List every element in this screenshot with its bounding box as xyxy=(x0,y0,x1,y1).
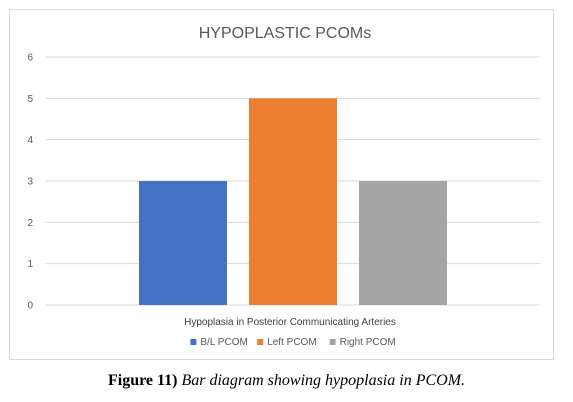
bar-b-l-pcom xyxy=(139,181,227,305)
bar-right-pcom xyxy=(359,181,447,305)
y-tick-label: 3 xyxy=(27,177,33,188)
y-axis-ticks: 0 1 2 3 4 5 6 xyxy=(27,53,33,312)
x-axis-category-label: Hypoplasia in Posterior Communicating Ar… xyxy=(184,317,396,328)
y-tick-label: 4 xyxy=(27,135,33,146)
caption-label: Figure 11) xyxy=(107,372,178,389)
caption-text: Bar diagram showing hypoplasia in PCOM. xyxy=(181,372,466,389)
bar-left-pcom xyxy=(249,98,337,305)
y-tick-label: 5 xyxy=(27,94,33,105)
bars xyxy=(139,98,447,305)
y-tick-label: 2 xyxy=(27,218,33,229)
figure-caption: Figure 11) Bar diagram showing hypoplasi… xyxy=(0,372,573,390)
legend: B/L PCOM Left PCOM Right PCOM xyxy=(190,337,396,348)
y-tick-label: 1 xyxy=(27,259,33,270)
y-tick-label: 6 xyxy=(27,53,33,64)
bar-chart: HYPOPLASTIC PCOMs 0 1 2 3 4 5 6 Hypoplasia in … xyxy=(27,25,540,348)
legend-label: Right PCOM xyxy=(340,337,396,348)
legend-label: Left PCOM xyxy=(267,337,316,348)
y-tick-label: 0 xyxy=(27,301,33,312)
legend-swatch xyxy=(190,339,197,345)
legend-label: B/L PCOM xyxy=(200,337,247,348)
chart-title: HYPOPLASTIC PCOMs xyxy=(199,25,371,42)
legend-swatch xyxy=(257,339,264,345)
legend-swatch xyxy=(329,339,336,345)
